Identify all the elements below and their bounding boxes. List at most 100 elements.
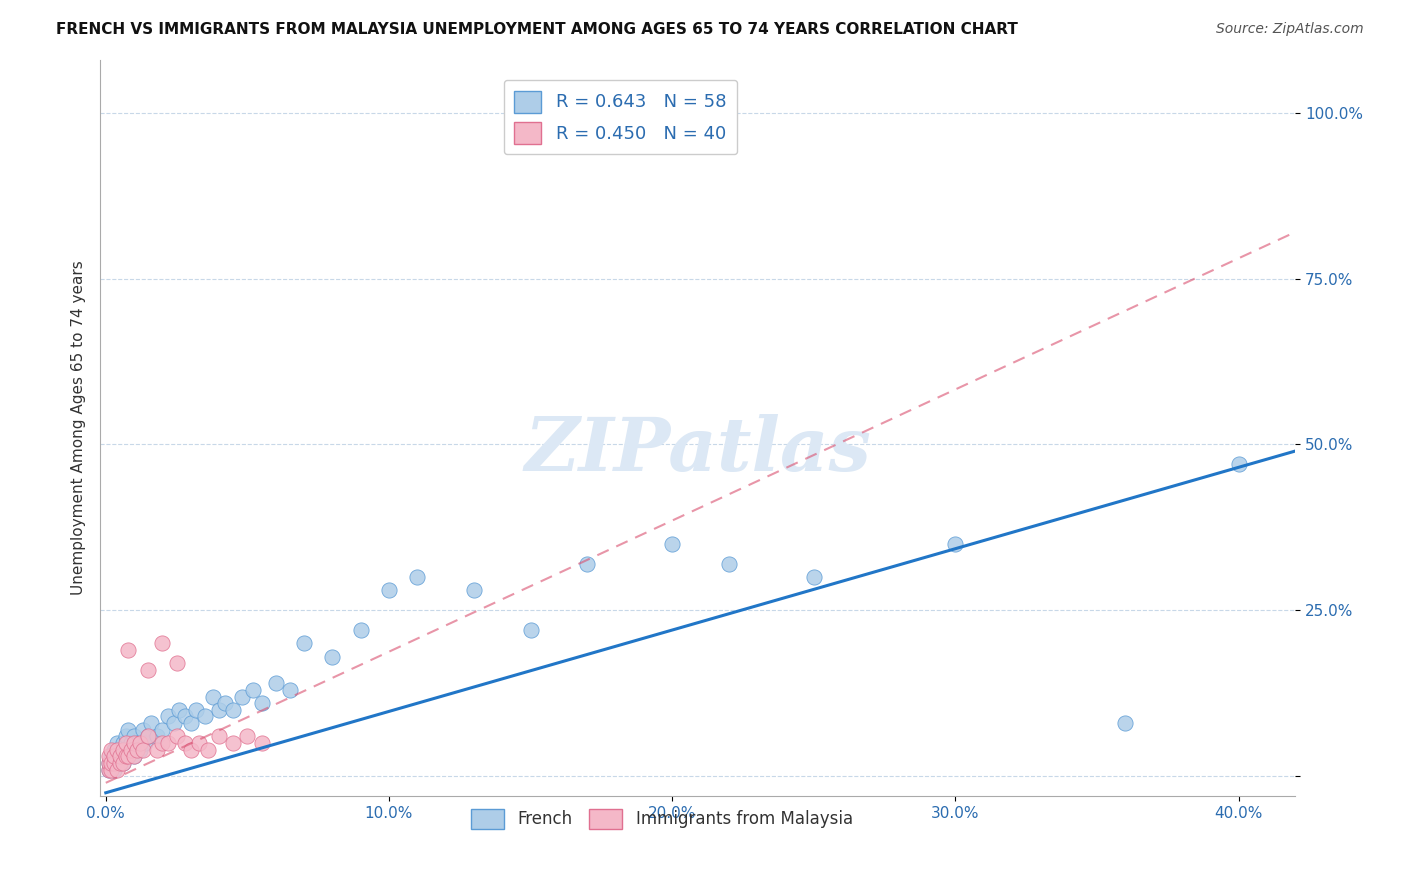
Point — [97, 756, 120, 770]
Point — [117, 749, 139, 764]
Point — [108, 749, 131, 764]
Point — [1227, 458, 1250, 472]
Point — [378, 583, 401, 598]
Point — [105, 742, 128, 756]
Point — [136, 730, 159, 744]
Point — [122, 749, 145, 764]
Point — [250, 696, 273, 710]
Point — [519, 624, 541, 638]
Point — [321, 649, 343, 664]
Point — [105, 763, 128, 777]
Point — [111, 756, 134, 770]
Point — [120, 736, 142, 750]
Point — [576, 557, 599, 571]
Point — [152, 636, 174, 650]
Point — [117, 643, 139, 657]
Point — [100, 756, 122, 770]
Point — [166, 730, 188, 744]
Point — [134, 736, 156, 750]
Point — [717, 557, 740, 571]
Point — [194, 709, 217, 723]
Point — [111, 736, 134, 750]
Point — [136, 663, 159, 677]
Point — [157, 736, 180, 750]
Point — [114, 749, 136, 764]
Point — [100, 763, 122, 777]
Point — [103, 756, 125, 770]
Point — [463, 583, 485, 598]
Point — [214, 696, 236, 710]
Point — [163, 716, 186, 731]
Point — [100, 742, 122, 756]
Point — [242, 682, 264, 697]
Point — [122, 730, 145, 744]
Point — [128, 742, 150, 756]
Point — [97, 756, 120, 770]
Point — [105, 736, 128, 750]
Point — [136, 730, 159, 744]
Point — [1114, 716, 1136, 731]
Point — [350, 624, 373, 638]
Point — [208, 703, 231, 717]
Point — [100, 756, 122, 770]
Point — [111, 756, 134, 770]
Point — [117, 723, 139, 737]
Point — [103, 742, 125, 756]
Point — [152, 723, 174, 737]
Point — [169, 703, 191, 717]
Text: FRENCH VS IMMIGRANTS FROM MALAYSIA UNEMPLOYMENT AMONG AGES 65 TO 74 YEARS CORREL: FRENCH VS IMMIGRANTS FROM MALAYSIA UNEMP… — [56, 22, 1018, 37]
Point — [236, 730, 259, 744]
Point — [131, 723, 153, 737]
Point — [943, 537, 966, 551]
Point — [803, 570, 825, 584]
Point — [208, 730, 231, 744]
Point — [222, 736, 245, 750]
Point — [139, 716, 162, 731]
Point — [97, 763, 120, 777]
Point — [180, 742, 202, 756]
Point — [108, 756, 131, 770]
Point — [186, 703, 208, 717]
Point — [174, 736, 197, 750]
Point — [278, 682, 301, 697]
Point — [125, 736, 148, 750]
Point — [97, 763, 120, 777]
Legend: French, Immigrants from Malaysia: French, Immigrants from Malaysia — [464, 802, 859, 836]
Point — [108, 742, 131, 756]
Point — [128, 736, 150, 750]
Point — [111, 742, 134, 756]
Point — [145, 730, 167, 744]
Point — [145, 742, 167, 756]
Point — [125, 742, 148, 756]
Point — [180, 716, 202, 731]
Point — [114, 736, 136, 750]
Point — [174, 709, 197, 723]
Point — [100, 749, 122, 764]
Point — [131, 742, 153, 756]
Point — [105, 756, 128, 770]
Point — [188, 736, 211, 750]
Point — [114, 749, 136, 764]
Point — [114, 730, 136, 744]
Point — [122, 749, 145, 764]
Point — [103, 749, 125, 764]
Point — [120, 742, 142, 756]
Point — [231, 690, 253, 704]
Point — [264, 676, 287, 690]
Text: Source: ZipAtlas.com: Source: ZipAtlas.com — [1216, 22, 1364, 37]
Point — [406, 570, 429, 584]
Point — [197, 742, 219, 756]
Y-axis label: Unemployment Among Ages 65 to 74 years: Unemployment Among Ages 65 to 74 years — [72, 260, 86, 595]
Point — [166, 657, 188, 671]
Point — [97, 749, 120, 764]
Point — [103, 749, 125, 764]
Point — [152, 736, 174, 750]
Point — [117, 742, 139, 756]
Point — [661, 537, 683, 551]
Point — [122, 736, 145, 750]
Point — [157, 709, 180, 723]
Text: ZIPatlas: ZIPatlas — [524, 414, 872, 486]
Point — [250, 736, 273, 750]
Point — [108, 756, 131, 770]
Point — [222, 703, 245, 717]
